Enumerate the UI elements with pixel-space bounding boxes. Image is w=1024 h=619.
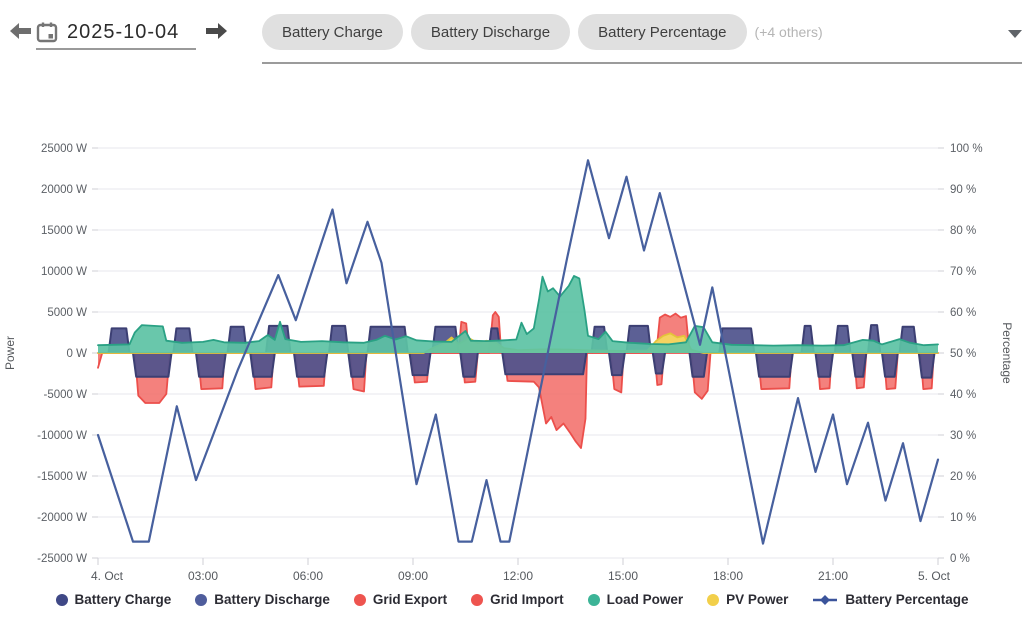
chevron-down-icon[interactable] — [1008, 30, 1022, 38]
time-tick-label: 5. Oct — [918, 569, 951, 583]
time-tick-label: 12:00 — [503, 569, 533, 583]
more-entities-count: (+4 others) — [754, 24, 823, 40]
time-tick-label: 18:00 — [713, 569, 743, 583]
previous-day-button[interactable] — [8, 21, 32, 41]
date-field[interactable]: 2025-10-04 — [36, 16, 196, 50]
legend-item-battery-discharge[interactable]: Battery Discharge — [195, 592, 330, 607]
entity-multiselect[interactable]: Battery Charge Battery Discharge Battery P… — [262, 14, 1022, 64]
legend-dot-icon — [587, 593, 600, 606]
entity-chip-battery-discharge[interactable]: Battery Discharge — [410, 14, 571, 50]
date-toolbar: 2025-10-04 Battery Charge Battery Dischar… — [0, 0, 1024, 70]
percentage-tick-label: 0 % — [950, 553, 970, 565]
power-tick-label: 25000 W — [41, 143, 87, 155]
entity-chip-battery-charge[interactable]: Battery Charge — [262, 14, 403, 50]
legend-dot-icon — [471, 593, 484, 606]
legend-label: PV Power — [726, 592, 789, 607]
chart-legend: Battery Charge Battery Discharge Grid Expo… — [0, 592, 1024, 607]
legend-item-pv-power[interactable]: PV Power — [707, 592, 788, 607]
next-day-button[interactable] — [205, 21, 229, 41]
percentage-tick-label: 100 % — [950, 143, 983, 155]
power-tick-label: -5000 W — [44, 389, 88, 401]
legend-label: Grid Export — [372, 592, 448, 607]
percentage-tick-label: 70 % — [950, 266, 976, 278]
time-tick-label: 06:00 — [293, 569, 323, 583]
percentage-tick-label: 60 % — [950, 307, 976, 319]
legend-line-marker-icon — [813, 594, 838, 605]
time-tick-label: 03:00 — [188, 569, 218, 583]
time-tick-label: 21:00 — [818, 569, 848, 583]
percentage-tick-label: 80 % — [950, 225, 976, 237]
calendar-icon — [36, 21, 58, 43]
percentage-tick-label: 90 % — [950, 184, 976, 196]
legend-item-battery-charge[interactable]: Battery Charge — [55, 592, 172, 607]
power-tick-label: -10000 W — [37, 430, 87, 442]
power-tick-label: -20000 W — [37, 512, 87, 524]
legend-dot-icon — [55, 593, 68, 606]
selected-date: 2025-10-04 — [67, 20, 180, 43]
entity-chip-battery-percentage[interactable]: Battery Percentage — [578, 14, 747, 50]
time-tick-label: 09:00 — [398, 569, 428, 583]
percentage-tick-label: 50 % — [950, 348, 976, 360]
legend-dot-icon — [353, 593, 366, 606]
arrow-left-icon — [10, 23, 31, 39]
legend-label: Grid Import — [490, 592, 564, 607]
legend-dot-icon — [195, 593, 208, 606]
power-tick-label: 5000 W — [47, 307, 87, 319]
right-axis-title: Percentage — [1000, 322, 1014, 384]
legend-item-grid-import[interactable]: Grid Import — [471, 592, 564, 607]
power-tick-label: 15000 W — [41, 225, 87, 237]
legend-item-grid-export[interactable]: Grid Export — [353, 592, 448, 607]
power-tick-label: -25000 W — [37, 553, 87, 565]
legend-dot-icon — [707, 593, 720, 606]
legend-label: Battery Charge — [74, 592, 172, 607]
power-tick-label: 10000 W — [41, 266, 87, 278]
legend-label: Battery Percentage — [845, 592, 969, 607]
legend-label: Battery Discharge — [214, 592, 330, 607]
power-tick-label: -15000 W — [37, 471, 87, 483]
series-battery-discharge — [132, 352, 936, 379]
arrow-right-icon — [206, 23, 227, 39]
legend-label: Load Power — [606, 592, 684, 607]
chart-grid: 25000 W 100 % 20000 W 90 % 15000 W 80 % 10000 … — [37, 143, 982, 583]
legend-item-load-power[interactable]: Load Power — [587, 592, 684, 607]
series-battery-percentage — [96, 159, 940, 545]
power-tick-label: 20000 W — [41, 184, 87, 196]
power-tick-label: 0 W — [67, 348, 88, 360]
percentage-tick-label: 20 % — [950, 471, 976, 483]
time-tick-label: 4. Oct — [91, 569, 124, 583]
time-tick-label: 15:00 — [608, 569, 638, 583]
left-axis-title: Power — [3, 336, 17, 370]
percentage-tick-label: 10 % — [950, 512, 976, 524]
legend-item-battery-percentage[interactable]: Battery Percentage — [812, 592, 968, 607]
percentage-tick-label: 30 % — [950, 430, 976, 442]
percentage-tick-label: 40 % — [950, 389, 976, 401]
selected-entity-chips: Battery Charge Battery Discharge Battery P… — [262, 14, 747, 50]
